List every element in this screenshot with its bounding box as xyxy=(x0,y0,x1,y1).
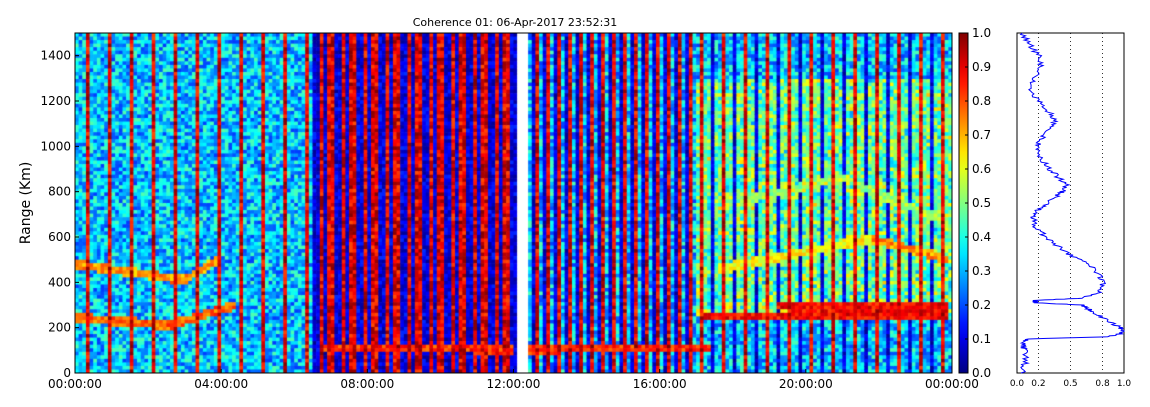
y-tick-label: 400 xyxy=(48,275,71,289)
profile-line xyxy=(1019,32,1125,374)
colorbar-tick-label: 0.2 xyxy=(972,298,991,312)
colorbar-tick-label: 0.8 xyxy=(972,94,991,108)
heatmap-plot xyxy=(75,33,952,373)
heatmap-axes: 0 200 400 600 800 1000 1200 1400 00:00:00 04:00:0… xyxy=(40,32,979,391)
colorbar-tick-label: 0.4 xyxy=(972,230,991,244)
y-tick-label: 800 xyxy=(48,185,71,199)
colorbar: 0.0 0.1 0.2 0.3 0.4 0.5 0.6 0.7 0.8 0.9 1.0 xyxy=(958,26,991,380)
y-axis-label: Range (Km) xyxy=(18,162,34,245)
profile-x-tick-label: 0.8 xyxy=(1095,379,1110,389)
x-tick-label: 08:00:00 xyxy=(340,377,394,391)
colorbar-tick-label: 0.9 xyxy=(972,60,991,74)
y-tick-label: 600 xyxy=(48,230,71,244)
colorbar-tick-label: 0.0 xyxy=(972,366,991,380)
profile-x-tick-label: 1.0 xyxy=(1117,379,1132,389)
x-tick-label: 20:00:00 xyxy=(779,377,833,391)
x-tick-label: 04:00:00 xyxy=(194,377,248,391)
colorbar-tick-label: 0.1 xyxy=(972,332,991,346)
y-tick-label: 1400 xyxy=(40,49,71,63)
heatmap-image xyxy=(75,33,952,373)
x-tick-label: 12:00:00 xyxy=(487,377,541,391)
colorbar-tick-label: 0.6 xyxy=(972,162,991,176)
chart-title: Coherence 01: 06-Apr-2017 23:52:31 xyxy=(413,16,618,29)
profile-x-tick-label: 0.0 xyxy=(1010,379,1025,389)
colorbar-tick-label: 0.7 xyxy=(972,128,991,142)
x-tick-label: 00:00:00 xyxy=(48,377,102,391)
y-tick-label: 0 xyxy=(63,366,71,380)
y-tick-label: 1200 xyxy=(40,94,71,108)
profile-x-tick-label: 0.5 xyxy=(1063,379,1077,389)
colorbar-tick-label: 0.3 xyxy=(972,264,991,278)
profile-x-tick-label: 0.2 xyxy=(1031,379,1045,389)
x-tick-label: 16:00:00 xyxy=(633,377,687,391)
y-tick-label: 200 xyxy=(48,321,71,335)
profile-plot: 0.0 0.2 0.5 0.8 1.0 xyxy=(1010,32,1132,389)
colorbar-tick-label: 0.5 xyxy=(972,196,991,210)
colorbar-tick-label: 1.0 xyxy=(972,26,991,40)
y-tick-label: 1000 xyxy=(40,139,71,153)
x-tick-label: 00:00:00 xyxy=(925,377,979,391)
